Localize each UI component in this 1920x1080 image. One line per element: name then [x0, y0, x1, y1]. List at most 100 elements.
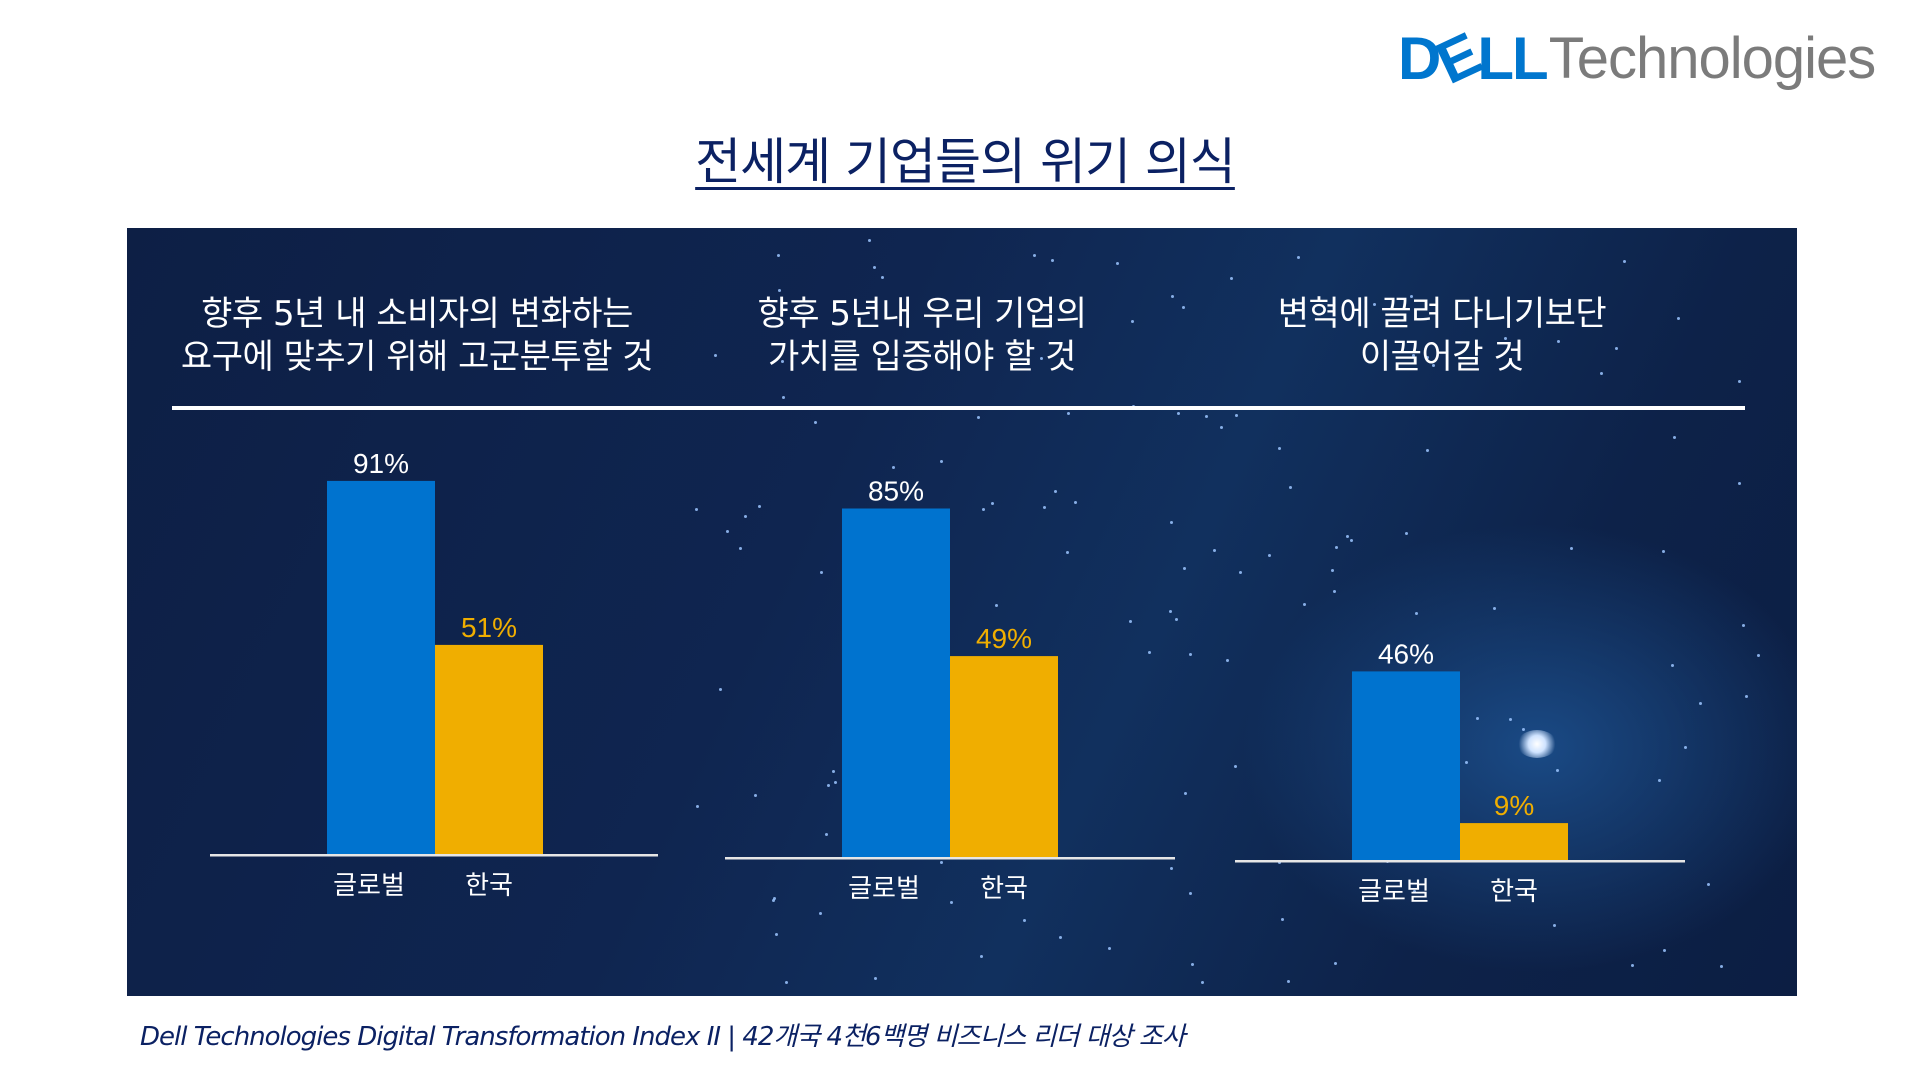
star-dot — [1413, 890, 1417, 894]
star-dot — [1699, 702, 1703, 706]
star-dot — [1239, 571, 1243, 574]
chart-1-value-label-global: 91% — [353, 448, 409, 479]
star-dot — [1411, 353, 1415, 357]
page-title: 전세계 기업들의 위기 의식 — [695, 133, 1236, 191]
star-dot — [1737, 481, 1741, 485]
star-dot — [977, 415, 981, 419]
star-dot — [1267, 554, 1271, 558]
star-dot — [1464, 761, 1468, 765]
star-dot — [1662, 948, 1666, 952]
chart-1-category-label-global: 글로벌 — [333, 871, 405, 901]
star-dot — [1169, 866, 1173, 870]
star-dot — [1556, 768, 1560, 772]
chart-2-value-label-korea: 49% — [976, 623, 1032, 654]
star-dot — [1148, 650, 1152, 654]
star-dot — [1553, 924, 1557, 928]
star-dot — [834, 780, 838, 784]
star-dot — [1169, 609, 1173, 613]
star-dot — [1130, 319, 1134, 323]
star-dot — [1426, 356, 1430, 360]
star-dot — [785, 980, 789, 984]
chart-1-title: 향후 5년 내 소비자의 변화하는 요구에 맞추기 위해 고군분투할 것 — [180, 294, 654, 377]
chart-3-bar-korea — [1460, 823, 1568, 860]
star-dot — [1333, 589, 1337, 593]
star-dot — [774, 932, 778, 936]
star-dot — [1509, 718, 1513, 722]
star-dot — [819, 912, 823, 916]
chart-3-value-label-korea: 9% — [1494, 790, 1534, 821]
star-dot — [1335, 546, 1339, 550]
star-dot — [1200, 980, 1204, 984]
chart-3-title: 변혁에 끌려 다니기보단 이끌어갈 것 — [1277, 294, 1607, 377]
star-dot — [1129, 620, 1133, 624]
star-dot — [1177, 412, 1181, 416]
star-dot — [1334, 961, 1338, 965]
star-dot — [981, 507, 985, 511]
star-dot — [1033, 254, 1037, 258]
dell-technologies-logo: DELL Technologies — [1398, 20, 1877, 97]
star-dot — [819, 571, 823, 575]
star-dot — [1182, 305, 1186, 309]
star-dot — [1073, 500, 1077, 504]
star-dot — [1226, 658, 1230, 662]
star-dot — [832, 769, 836, 773]
page-title-wrap: 전세계 기업들의 위기 의식 — [0, 122, 1920, 194]
star-dot — [1404, 531, 1408, 535]
star-dot — [1212, 548, 1216, 552]
star-dot — [939, 860, 943, 864]
chart-3-category-label-korea: 한국 — [1490, 877, 1538, 907]
star-dot — [743, 514, 747, 518]
star-dot — [1204, 415, 1208, 419]
star-dot — [1116, 261, 1120, 265]
star-dot — [1744, 694, 1748, 698]
star-dot — [994, 604, 998, 608]
star-dot — [1661, 549, 1665, 553]
star-dot — [1706, 883, 1710, 887]
logo-technologies: Technologies — [1548, 26, 1877, 91]
star-dot — [1053, 489, 1057, 493]
star-dot — [1303, 603, 1307, 607]
star-dot — [1600, 371, 1604, 375]
star-dot — [1672, 436, 1676, 440]
star-dot — [1331, 568, 1335, 572]
star-dot — [1188, 892, 1192, 896]
star-dot — [1280, 917, 1284, 921]
header-divider — [172, 406, 1745, 410]
chart-2-bar-global — [842, 508, 950, 857]
chart-3-value-label-global: 46% — [1378, 638, 1434, 669]
star-dot — [1191, 963, 1195, 967]
chart-3-category-label-global: 글로벌 — [1358, 877, 1430, 907]
chart-2-category-label-korea: 한국 — [980, 874, 1028, 904]
chart-1-bar-global — [327, 480, 435, 854]
star-dot — [1022, 918, 1026, 922]
star-dot — [1065, 550, 1069, 554]
chart-2-bar-korea — [950, 656, 1058, 857]
star-dot — [1183, 792, 1187, 796]
light-glow — [1517, 730, 1557, 758]
star-dot — [1040, 357, 1044, 361]
star-dot — [1107, 947, 1111, 951]
star-dot — [1174, 617, 1178, 621]
star-dot — [1757, 654, 1760, 658]
star-dot — [1556, 340, 1560, 344]
chart-3-x-axis — [1235, 860, 1685, 863]
star-dot — [1677, 316, 1681, 320]
star-dot — [824, 832, 828, 836]
logo-dell: DELL — [1398, 20, 1549, 97]
chart-2-category-label-global: 글로벌 — [848, 874, 920, 904]
star-dot — [694, 507, 698, 511]
chart-1-value-label-korea: 51% — [461, 612, 517, 643]
star-dot — [696, 805, 700, 809]
star-dot — [868, 238, 872, 242]
star-dot — [773, 897, 777, 901]
star-dot — [1720, 965, 1724, 969]
star-dot — [1277, 447, 1281, 451]
chart-2-value-label-global: 85% — [868, 476, 924, 507]
star-dot — [1170, 520, 1174, 524]
star-dot — [814, 420, 818, 424]
star-dot — [719, 688, 723, 692]
star-dot — [826, 784, 830, 788]
star-dot — [1521, 727, 1525, 731]
star-dot — [778, 289, 782, 293]
star-dot — [949, 901, 953, 905]
